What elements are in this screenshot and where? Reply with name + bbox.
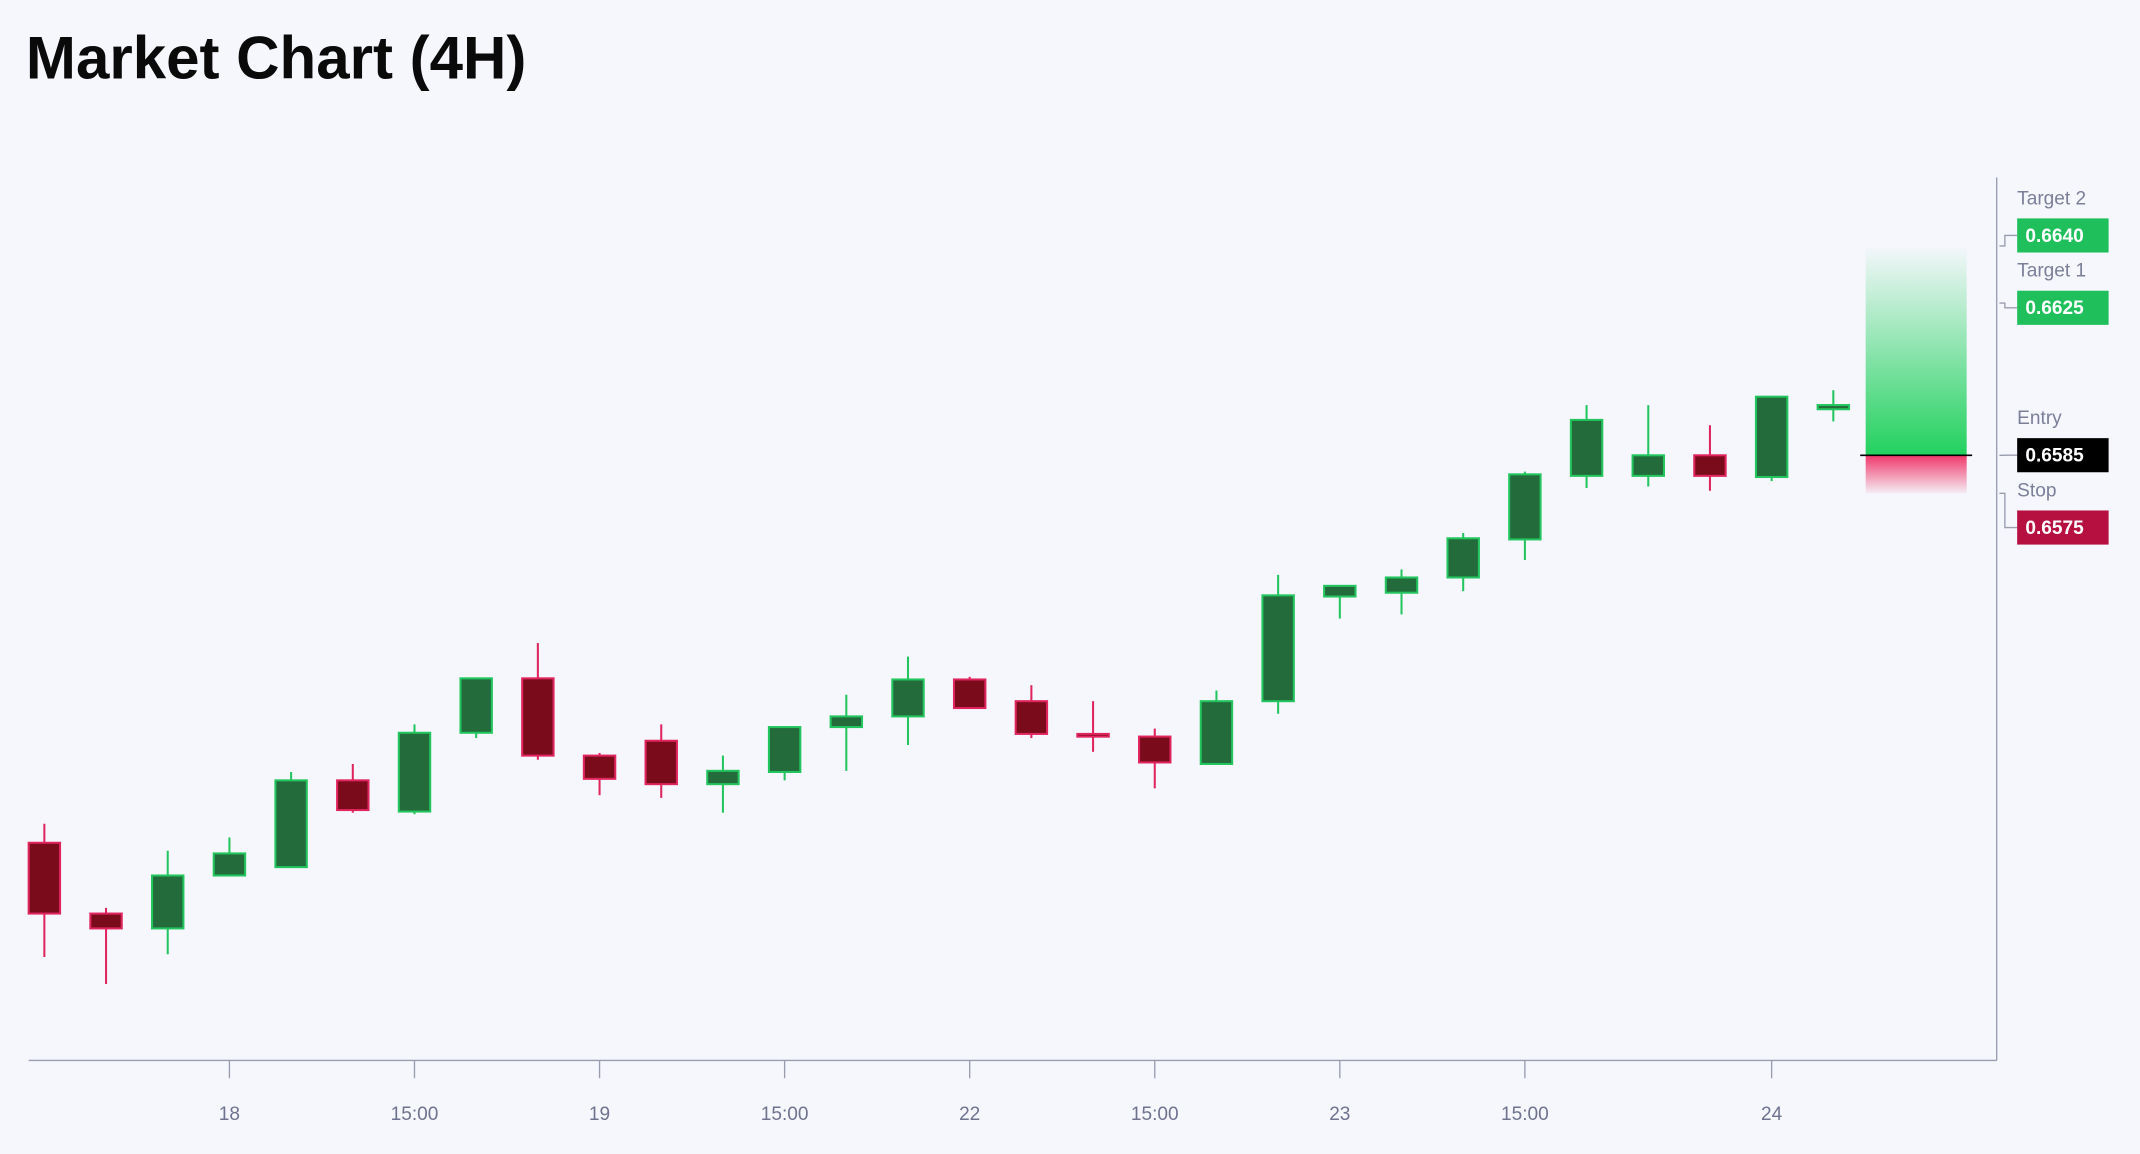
candle-body <box>1816 404 1851 411</box>
level-name: Stop <box>2017 480 2056 501</box>
candle-body <box>1446 537 1480 579</box>
level-name: Target 2 <box>2017 188 2086 209</box>
candle-body <box>1076 732 1110 738</box>
candle-body <box>952 678 987 710</box>
candle-body <box>891 678 925 718</box>
x-tick-label: 15:00 <box>761 1104 809 1125</box>
candle-body <box>336 779 370 812</box>
candle-body <box>1199 700 1234 766</box>
level-connector <box>1999 234 2018 247</box>
level-box <box>2017 218 2109 253</box>
candle-body <box>1754 395 1789 479</box>
level-connector <box>1999 492 2018 529</box>
candle-body <box>1014 700 1049 735</box>
candle-body <box>1384 576 1419 594</box>
candle-body <box>1631 454 1665 477</box>
candle-body <box>1569 418 1604 477</box>
candle-body <box>644 739 678 786</box>
x-tick-label: 15:00 <box>1501 1104 1549 1125</box>
candle-body <box>1323 584 1357 598</box>
level-box <box>2017 290 2109 325</box>
x-tick-label: 15:00 <box>1131 1104 1179 1125</box>
candle-body <box>1508 473 1542 541</box>
level-value: 0.6575 <box>2025 518 2084 539</box>
candle-body <box>274 779 308 869</box>
candle-body <box>89 912 123 930</box>
candle-body <box>582 754 617 780</box>
x-tick-label: 23 <box>1329 1104 1350 1125</box>
target-zone <box>1865 245 1967 456</box>
level-name: Entry <box>2017 408 2062 429</box>
x-tick-label: 19 <box>589 1104 610 1125</box>
x-tick-label: 15:00 <box>391 1104 439 1125</box>
level-value: 0.6585 <box>2025 446 2084 467</box>
chart-title: Market Chart (4H) <box>26 25 527 92</box>
candle-body <box>212 852 247 877</box>
level-box <box>2017 510 2109 545</box>
x-tick-label: 24 <box>1761 1104 1783 1125</box>
level-connector <box>1999 302 2018 309</box>
candle-body <box>151 874 185 930</box>
candle-body <box>397 731 432 813</box>
candle-body <box>1138 735 1172 764</box>
stop-zone <box>1865 455 1967 494</box>
candle-body <box>829 715 864 729</box>
x-tick-label: 18 <box>219 1104 240 1125</box>
candle-body <box>521 677 555 757</box>
candle-body <box>706 769 740 786</box>
candle-body <box>1693 454 1727 477</box>
candle-body <box>1261 594 1295 703</box>
candle-body <box>767 726 802 773</box>
level-box <box>2017 438 2109 473</box>
level-value: 0.6625 <box>2025 298 2084 319</box>
candle-body <box>459 677 493 734</box>
level-name: Target 1 <box>2017 261 2086 282</box>
level-value: 0.6640 <box>2025 226 2083 247</box>
candle-body <box>27 841 62 915</box>
x-tick-label: 22 <box>959 1104 980 1125</box>
